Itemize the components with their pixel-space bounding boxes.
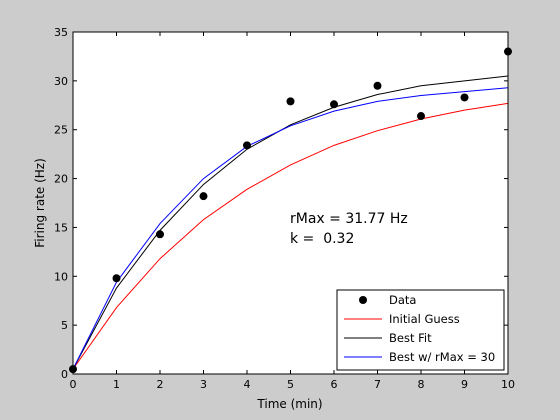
x-tick-label: 10 bbox=[501, 378, 515, 391]
legend-label: Best Fit bbox=[389, 331, 432, 345]
legend-label: Best w/ rMax = 30 bbox=[389, 350, 495, 364]
x-tick-label: 5 bbox=[287, 378, 294, 391]
data-point bbox=[373, 81, 382, 90]
y-axis-ticks: 0 5 10 15 20 25 30 35 bbox=[54, 26, 508, 381]
annotation-rmax: rMax = 31.77 Hz bbox=[290, 211, 408, 227]
legend-label: Data bbox=[389, 293, 416, 307]
data-points bbox=[69, 47, 512, 374]
x-tick-label: 2 bbox=[157, 378, 164, 391]
series-lines bbox=[72, 75, 509, 370]
y-tick-label: 5 bbox=[61, 319, 68, 332]
y-axis-label: Firing rate (Hz) bbox=[33, 158, 47, 248]
x-tick-label: 0 bbox=[70, 378, 77, 391]
x-tick-label: 1 bbox=[113, 378, 120, 391]
x-tick-label: 4 bbox=[244, 378, 251, 391]
series-line-2 bbox=[72, 75, 509, 370]
x-axis-label: Time (min) bbox=[256, 397, 322, 411]
data-point bbox=[243, 141, 251, 150]
y-tick-label: 0 bbox=[61, 368, 68, 381]
data-point bbox=[199, 192, 208, 201]
y-tick-label: 20 bbox=[54, 173, 68, 186]
legend-label: Initial Guess bbox=[389, 312, 460, 326]
x-axis-ticks: 0 1 2 3 4 5 6 7 8 9 10 bbox=[70, 32, 515, 391]
data-point bbox=[330, 100, 338, 109]
series-line-1 bbox=[72, 102, 509, 370]
data-point bbox=[460, 93, 469, 102]
y-tick-label: 25 bbox=[54, 124, 68, 137]
series-line-3 bbox=[72, 87, 509, 370]
data-point bbox=[286, 97, 295, 106]
x-tick-label: 3 bbox=[200, 378, 207, 391]
legend: Data Initial Guess Best Fit Best w/ rMax = … bbox=[336, 289, 505, 371]
legend-items: Data Initial Guess Best Fit Best w/ rMax = … bbox=[344, 293, 495, 364]
y-tick-label: 30 bbox=[54, 75, 68, 88]
data-point bbox=[112, 274, 121, 283]
x-tick-label: 9 bbox=[461, 378, 468, 391]
data-point bbox=[417, 112, 425, 121]
y-tick-label: 35 bbox=[54, 26, 68, 39]
y-tick-label: 10 bbox=[54, 270, 68, 283]
annotation-k: k = 0.32 bbox=[290, 231, 354, 247]
x-tick-label: 6 bbox=[331, 378, 338, 391]
y-tick-label: 15 bbox=[54, 221, 68, 234]
x-tick-label: 8 bbox=[418, 378, 425, 391]
legend-swatch-marker bbox=[359, 296, 367, 304]
x-tick-label: 7 bbox=[374, 378, 381, 391]
data-point bbox=[156, 230, 164, 239]
